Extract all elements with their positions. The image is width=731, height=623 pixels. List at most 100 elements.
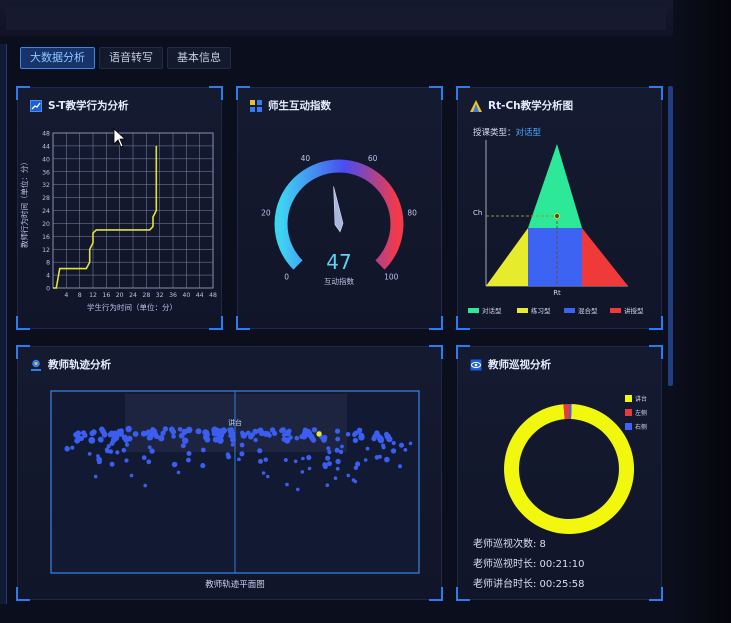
trajectory-point <box>258 458 263 464</box>
trajectory-point <box>146 459 152 465</box>
trajectory-point <box>230 436 237 443</box>
trajectory-point <box>334 447 340 453</box>
trajectory-point <box>363 458 368 462</box>
trajectory-point <box>150 428 158 436</box>
gauge-tick-label: 80 <box>407 208 417 217</box>
mouse-cursor-icon <box>113 128 127 152</box>
trajectory-point <box>245 430 251 436</box>
st-x-tick-label: 48 <box>209 292 217 299</box>
trajectory-point <box>310 437 317 443</box>
stage-label: 讲台 <box>228 418 242 427</box>
donut-slice-1 <box>563 403 570 420</box>
st-y-tick-label: 16 <box>42 234 50 241</box>
trajectory-point <box>158 435 165 442</box>
trajectory-points <box>64 425 413 492</box>
patrol-duration: 老师巡视时长: 00:21:10 <box>473 559 585 570</box>
trajectory-point <box>141 455 147 461</box>
vertical-scrollbar[interactable] <box>668 86 673 386</box>
trajectory-point <box>170 429 177 435</box>
trajectory-point <box>311 427 318 433</box>
patrol-count: 老师巡视次数: 8 <box>473 539 546 550</box>
st-panel-title: S-T教学行为分析 <box>48 100 129 112</box>
trajectory-point <box>186 457 191 463</box>
trajectory-point <box>147 445 152 450</box>
st-y-tick-label: 36 <box>42 169 50 176</box>
trajectory-point <box>229 431 236 438</box>
trajectory-point <box>239 451 245 457</box>
trajectory-point <box>390 448 397 454</box>
trajectory-point <box>105 448 110 454</box>
interaction-index-panel: 师生互动指数 0 20 40 60 80 100 47 互动指数 <box>236 86 443 330</box>
trajectory-point <box>248 434 254 440</box>
patrol-donut-chart: 讲台 左侧 右侧 <box>504 395 647 534</box>
trajectory-point <box>403 448 408 452</box>
trajectory-point <box>351 478 356 482</box>
trajectory-point <box>125 425 132 433</box>
st-x-tick-label: 12 <box>89 292 97 299</box>
trajectory-point <box>178 432 185 439</box>
trajectory-point <box>335 466 340 471</box>
st-y-tick-label: 12 <box>42 247 50 254</box>
trajectory-point <box>239 442 245 448</box>
trajectory-point <box>219 428 226 436</box>
st-x-tick-label: 44 <box>196 292 204 299</box>
trajectory-point <box>211 426 219 434</box>
trajectory-point <box>129 473 134 478</box>
top-bar <box>0 0 731 36</box>
trajectory-map: 讲台 教师轨迹平面图 <box>50 390 420 590</box>
st-y-tick-label: 32 <box>42 182 50 189</box>
gauge-tick-label: 20 <box>261 208 271 217</box>
trajectory-point <box>200 463 206 469</box>
legend-lecture: 讲授型 <box>624 306 644 315</box>
trajectory-point <box>64 446 70 452</box>
tab-speech-transcription[interactable]: 语音转写 <box>99 47 163 69</box>
trajectory-point <box>288 435 293 440</box>
trajectory-point <box>252 428 259 435</box>
trajectory-point <box>365 446 370 451</box>
trajectory-point <box>355 461 361 467</box>
trajectory-point <box>203 430 210 437</box>
trajectory-point <box>326 461 332 467</box>
stage-area <box>125 394 347 452</box>
trajectory-point <box>322 464 328 470</box>
rtch-chart: 授课类型：对话型 Ch Rt 对话型 练习型 混合型 讲授型 <box>468 127 644 315</box>
st-x-tick-label: 28 <box>142 292 150 299</box>
trajectory-point <box>98 437 104 443</box>
legend-practice: 练习型 <box>531 306 551 315</box>
gauge-needle <box>333 186 344 233</box>
trajectory-point <box>180 443 186 449</box>
trajectory-point <box>186 451 192 456</box>
trajectory-point <box>97 459 102 465</box>
trajectory-point <box>263 457 268 462</box>
trajectory-point <box>261 471 266 475</box>
tab-basic-info[interactable]: 基本信息 <box>167 47 231 69</box>
legend-podium: 讲台 <box>635 395 647 403</box>
trajectory-point <box>377 435 384 442</box>
trajectory-point <box>143 483 147 488</box>
rtch-lecture-region <box>582 228 628 286</box>
st-y-axis-label: 教师行为时间（单位：分） <box>19 158 29 248</box>
eye-icon <box>470 359 482 371</box>
rtch-point <box>554 213 560 219</box>
trajectory-point <box>115 450 120 455</box>
trajectory-point <box>284 437 291 444</box>
trajectory-point <box>118 428 124 434</box>
trajectory-point <box>177 427 183 432</box>
trajectory-point <box>91 429 97 435</box>
trajectory-point <box>358 434 365 441</box>
svg-text:授课类型：对话型: 授课类型：对话型 <box>473 127 542 138</box>
trajectory-point <box>302 430 307 435</box>
gauge-tick-label: 0 <box>284 272 289 281</box>
tab-big-data[interactable]: 大数据分析 <box>20 47 95 69</box>
trajectory-point <box>345 432 351 437</box>
legend-left: 左侧 <box>635 409 647 417</box>
st-x-tick-label: 32 <box>156 292 164 299</box>
st-y-tick-label: 44 <box>42 143 50 150</box>
trajectory-point <box>74 437 81 444</box>
rtch-panel-title: Rt-Ch教学分析图 <box>488 100 574 112</box>
trajectory-point <box>171 461 178 468</box>
patrol-panel-header: 教师巡视分析 <box>470 357 551 372</box>
trajectory-point <box>340 444 344 449</box>
st-x-tick-label: 36 <box>169 292 177 299</box>
